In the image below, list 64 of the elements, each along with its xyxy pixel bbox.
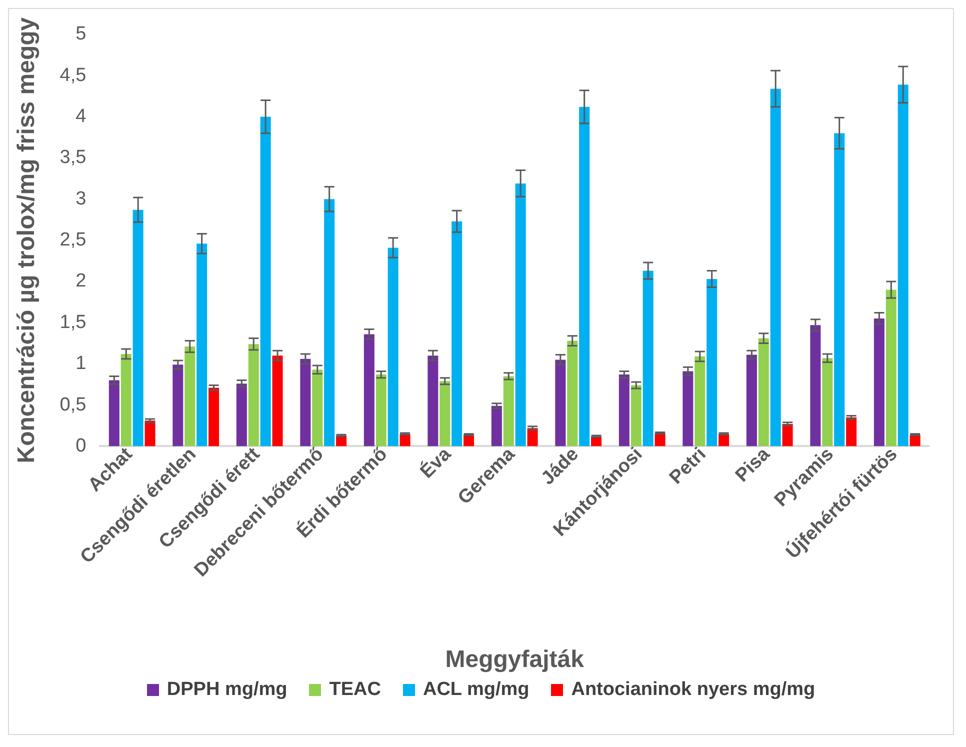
bar [324, 199, 335, 446]
bar [108, 380, 120, 446]
bar [196, 244, 208, 446]
y-tick-label: 1 [76, 353, 86, 374]
bar [144, 420, 156, 446]
bar [503, 376, 514, 446]
bar [491, 406, 502, 446]
bar [260, 116, 271, 446]
bar [810, 325, 821, 446]
bar [579, 106, 590, 446]
y-tick-label: 1,5 [60, 312, 86, 333]
y-axis-title: Koncentráció µg trolox/mg friss meggy [13, 16, 40, 464]
bar [770, 88, 781, 446]
bar [682, 371, 694, 446]
bar [428, 356, 438, 446]
bar [452, 221, 462, 446]
y-tick-label: 2 [76, 270, 86, 292]
bar [515, 183, 526, 446]
bar [822, 358, 833, 446]
y-tick-label: 4,5 [60, 64, 86, 86]
bar [440, 381, 450, 446]
legend-label: TEAC [329, 679, 381, 701]
legend-label: Antocianinok nyers mg/mg [571, 679, 816, 701]
y-tick-label: 3,5 [60, 147, 86, 168]
bar [886, 290, 896, 446]
x-tick-label: Pisa [732, 444, 774, 486]
x-tick-label: Éva [416, 442, 456, 483]
bar [898, 84, 908, 446]
y-tick-label: 0,5 [60, 394, 86, 416]
x-axis-title: Meggyfajták [445, 646, 585, 674]
bar [272, 356, 283, 446]
bar [236, 384, 247, 446]
bar [120, 354, 132, 446]
bar [874, 318, 884, 446]
bar [642, 270, 654, 446]
bar [527, 428, 538, 446]
legend-label: ACL mg/mg [422, 679, 530, 701]
bar [132, 210, 144, 446]
bar [630, 385, 642, 446]
bar [248, 344, 259, 446]
bar [376, 374, 386, 446]
bar [834, 133, 845, 446]
bar [300, 358, 311, 446]
legend-label: DPPH mg/mg [166, 679, 288, 701]
bar [706, 279, 718, 446]
bar [782, 424, 793, 446]
bar [208, 388, 220, 446]
bar [567, 340, 578, 446]
bar [184, 346, 196, 446]
bar [312, 370, 323, 446]
y-tick-label: 4 [76, 106, 87, 127]
y-tick-label: 3 [76, 188, 86, 210]
y-tick-label: 5 [76, 24, 86, 45]
bar [846, 417, 857, 446]
bar [364, 334, 374, 446]
bar [694, 356, 706, 446]
bar [555, 360, 566, 446]
bar [388, 248, 398, 446]
y-tick-label: 0 [76, 435, 86, 456]
bar [618, 374, 630, 446]
y-tick-label: 2,5 [60, 230, 86, 251]
bar [758, 338, 769, 446]
bar [746, 354, 757, 446]
bar [172, 364, 184, 446]
